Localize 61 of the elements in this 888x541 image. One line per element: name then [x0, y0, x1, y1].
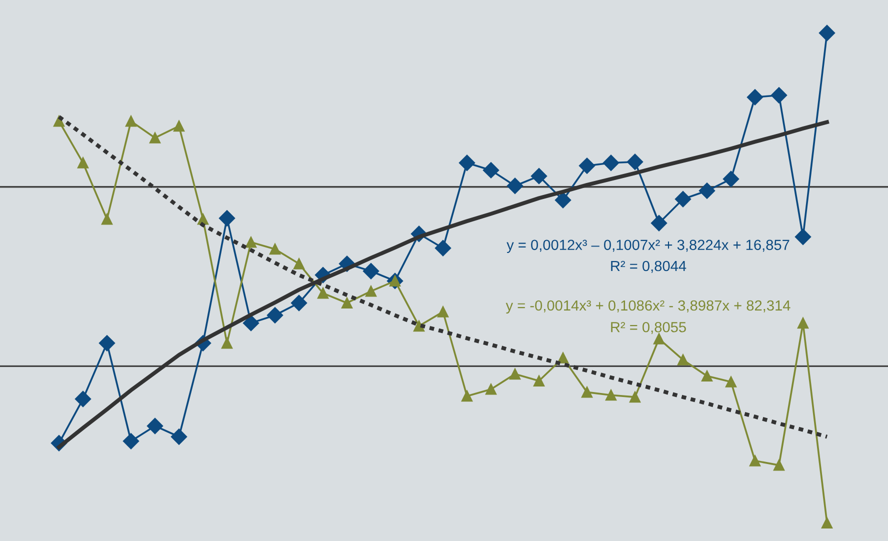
point	[578, 158, 596, 174]
point	[482, 162, 500, 178]
point	[485, 384, 497, 395]
point	[461, 390, 473, 402]
point	[746, 89, 764, 106]
point	[557, 352, 569, 364]
point	[242, 315, 260, 332]
point	[650, 215, 668, 232]
point	[173, 120, 185, 132]
point	[149, 132, 161, 144]
point	[770, 87, 788, 104]
point	[437, 306, 449, 318]
point	[821, 517, 833, 529]
point	[818, 24, 836, 42]
point	[413, 320, 425, 332]
point	[362, 263, 380, 280]
point	[749, 455, 761, 466]
annotation: R² = 0,8055	[611, 322, 686, 334]
point	[698, 182, 716, 199]
point	[773, 460, 785, 471]
point	[458, 154, 476, 171]
point	[674, 191, 692, 208]
point	[221, 338, 233, 349]
point	[533, 375, 545, 386]
point	[509, 368, 521, 380]
point	[701, 370, 713, 382]
annotation: y = -0,0014x³ + 0,1086x² - 3,8987x + 82,314	[506, 300, 790, 314]
point	[122, 433, 140, 450]
point	[554, 192, 572, 208]
point	[317, 288, 329, 299]
point	[653, 333, 665, 344]
point	[725, 376, 737, 388]
point	[434, 240, 452, 256]
point	[125, 116, 137, 127]
point	[365, 286, 377, 297]
point	[170, 428, 188, 445]
point	[293, 258, 305, 270]
annotation: y = 0,0012x³ – 0,1007x² + 3,8224x + 16,857	[506, 240, 790, 253]
point	[266, 307, 284, 324]
point	[605, 390, 617, 401]
point	[146, 418, 164, 434]
point	[629, 392, 641, 403]
point	[581, 386, 593, 398]
point	[602, 154, 620, 171]
point	[722, 170, 740, 188]
point	[677, 354, 689, 366]
point	[626, 154, 644, 170]
point	[530, 168, 548, 184]
point	[797, 318, 809, 329]
point	[98, 335, 116, 352]
point	[77, 157, 89, 168]
point	[245, 236, 257, 248]
annotation: R² = 0,8044	[611, 260, 686, 273]
point	[269, 244, 281, 255]
point	[74, 390, 92, 408]
point	[290, 294, 308, 312]
point	[794, 228, 812, 245]
point	[506, 178, 524, 194]
point	[218, 210, 236, 226]
point	[341, 297, 353, 309]
point	[101, 214, 113, 225]
